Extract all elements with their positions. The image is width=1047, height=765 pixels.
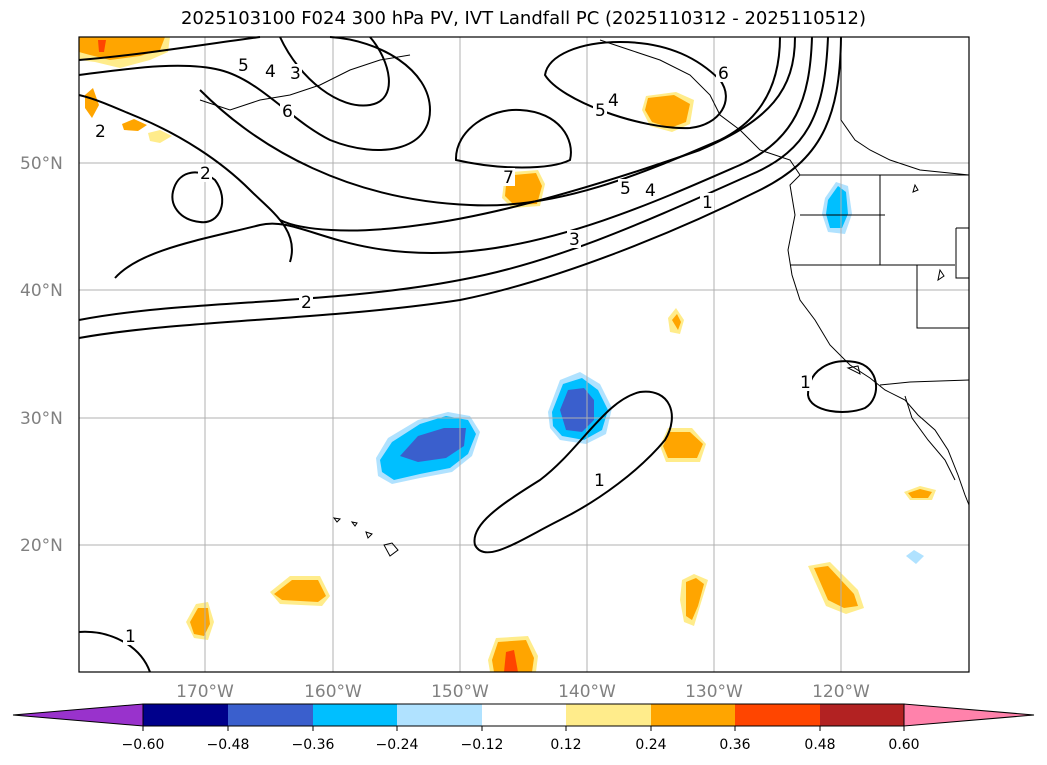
contour-labels: 5 4 3 6 2 2 7 5 4 6 5 4 1 3 2 1 1 1 bbox=[93, 56, 812, 647]
colorbar-segment bbox=[566, 704, 651, 726]
colorbar-segment bbox=[482, 704, 566, 726]
contour-label: 1 bbox=[594, 471, 605, 491]
lon-label: 140°W bbox=[558, 682, 616, 702]
contour-label: 4 bbox=[608, 91, 619, 111]
colorbar-tick-label: 0.36 bbox=[719, 737, 750, 753]
contour-label: 1 bbox=[800, 373, 811, 393]
contour-label: 4 bbox=[265, 62, 276, 82]
chart-title: 2025103100 F024 300 hPa PV, IVT Landfall… bbox=[180, 8, 867, 29]
lon-label: 130°W bbox=[685, 682, 743, 702]
contour-label: 3 bbox=[290, 64, 301, 84]
contour-label: 5 bbox=[595, 101, 606, 121]
colorbar-extend-max bbox=[903, 703, 1035, 727]
latitude-labels: 50°N 40°N 30°N 20°N bbox=[20, 154, 63, 556]
map-frame bbox=[78, 36, 970, 673]
ivt-shading bbox=[79, 37, 936, 672]
colorbar: −0.60 −0.48 −0.36 −0.24 −0.12 0.12 0.24 … bbox=[12, 703, 1035, 753]
colorbar-segment bbox=[651, 704, 735, 726]
contour-label: 6 bbox=[282, 102, 293, 122]
colorbar-tick-label: −0.24 bbox=[376, 737, 419, 753]
colorbar-segment bbox=[143, 704, 228, 726]
colorbar-tick-label: 0.12 bbox=[550, 737, 581, 753]
lat-label: 30°N bbox=[20, 409, 63, 429]
contour-label: 2 bbox=[200, 164, 211, 184]
contour-label: 7 bbox=[503, 168, 514, 188]
contour-label: 1 bbox=[125, 627, 136, 647]
lon-label: 150°W bbox=[431, 682, 489, 702]
colorbar-segment bbox=[313, 704, 397, 726]
lat-label: 20°N bbox=[20, 536, 63, 556]
colorbar-tick-label: −0.36 bbox=[292, 737, 335, 753]
contour-label: 5 bbox=[620, 179, 631, 199]
colorbar-segment bbox=[820, 704, 904, 726]
contour-label: 2 bbox=[301, 293, 312, 313]
coastlines bbox=[199, 37, 970, 557]
colorbar-tick-label: 0.60 bbox=[888, 737, 919, 753]
colorbar-tick-label: −0.48 bbox=[207, 737, 250, 753]
lat-label: 40°N bbox=[20, 281, 63, 301]
contour-label: 4 bbox=[645, 181, 656, 201]
colorbar-segment bbox=[735, 704, 820, 726]
colorbar-extend-min bbox=[12, 703, 144, 727]
colorbar-tick-label: 0.24 bbox=[635, 737, 666, 753]
colorbar-tick-label: −0.60 bbox=[122, 737, 165, 753]
contour-label: 1 bbox=[702, 193, 713, 213]
lat-label: 50°N bbox=[20, 154, 63, 174]
contour-label: 5 bbox=[238, 56, 249, 76]
lon-label: 120°W bbox=[812, 682, 870, 702]
contour-label: 3 bbox=[569, 230, 580, 250]
colorbar-tick-label: 0.48 bbox=[804, 737, 835, 753]
lon-label: 160°W bbox=[304, 682, 362, 702]
contour-label: 2 bbox=[95, 122, 106, 142]
colorbar-segment bbox=[397, 704, 482, 726]
colorbar-tick-label: −0.12 bbox=[461, 737, 504, 753]
contour-label: 6 bbox=[718, 64, 729, 84]
longitude-labels: 170°W 160°W 150°W 140°W 130°W 120°W bbox=[176, 682, 870, 702]
lon-label: 170°W bbox=[176, 682, 234, 702]
colorbar-segment bbox=[228, 704, 313, 726]
pv-contours bbox=[78, 36, 878, 673]
